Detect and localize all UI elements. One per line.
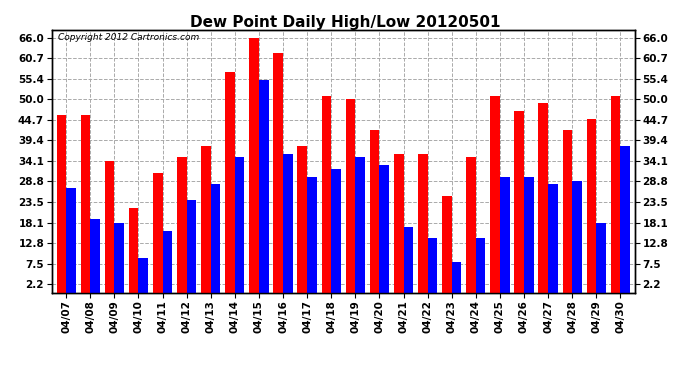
Bar xyxy=(283,153,293,292)
Bar xyxy=(210,184,220,292)
Bar xyxy=(500,177,509,292)
Bar xyxy=(346,99,355,292)
Bar xyxy=(115,223,124,292)
Bar xyxy=(428,238,437,292)
Bar xyxy=(201,146,210,292)
Bar xyxy=(273,53,283,292)
Bar xyxy=(331,169,341,292)
Bar xyxy=(466,158,476,292)
Bar xyxy=(259,80,268,292)
Bar xyxy=(490,96,500,292)
Bar xyxy=(163,231,172,292)
Bar xyxy=(66,188,76,292)
Bar xyxy=(81,115,90,292)
Bar xyxy=(129,208,139,292)
Bar xyxy=(418,153,428,292)
Bar xyxy=(562,130,572,292)
Bar xyxy=(524,177,533,292)
Bar xyxy=(380,165,389,292)
Bar xyxy=(307,177,317,292)
Bar xyxy=(153,173,163,292)
Bar xyxy=(620,146,630,292)
Bar xyxy=(177,158,187,292)
Bar xyxy=(355,158,365,292)
Text: Copyright 2012 Cartronics.com: Copyright 2012 Cartronics.com xyxy=(57,33,199,42)
Bar xyxy=(548,184,558,292)
Bar xyxy=(187,200,197,292)
Bar xyxy=(139,258,148,292)
Bar xyxy=(370,130,380,292)
Text: Dew Point Daily High/Low 20120501: Dew Point Daily High/Low 20120501 xyxy=(190,15,500,30)
Bar xyxy=(322,96,331,292)
Bar xyxy=(235,158,244,292)
Bar xyxy=(249,38,259,292)
Bar xyxy=(452,262,462,292)
Bar xyxy=(514,111,524,292)
Bar xyxy=(538,104,548,292)
Bar xyxy=(442,196,452,292)
Bar xyxy=(596,223,606,292)
Bar xyxy=(611,96,620,292)
Bar xyxy=(586,119,596,292)
Bar xyxy=(57,115,66,292)
Bar xyxy=(90,219,100,292)
Bar xyxy=(225,72,235,292)
Bar xyxy=(297,146,307,292)
Bar xyxy=(394,153,404,292)
Bar xyxy=(572,180,582,292)
Bar xyxy=(476,238,486,292)
Bar xyxy=(404,227,413,292)
Bar xyxy=(105,161,115,292)
